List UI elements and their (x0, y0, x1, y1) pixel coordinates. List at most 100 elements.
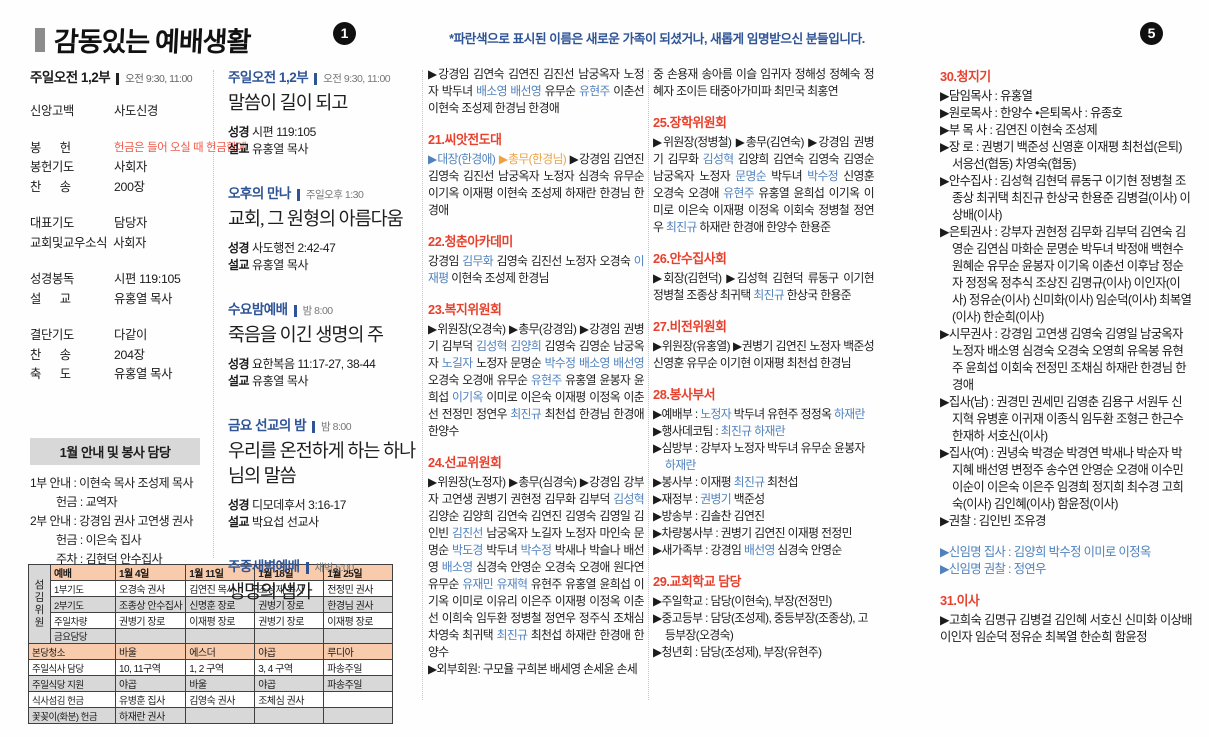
table-row: 꽃꽂이(화분) 헌금 하재란 권사 (28, 707, 394, 724)
page-title: 감동있는 예배생활 (53, 27, 252, 57)
table-row: 주일차량 권병기 장로 이재평 장로 권병기 장로 이재평 장로 (29, 612, 394, 629)
section-26-title: 26.안수집사회 (653, 251, 727, 266)
guide-title: 1월 안내 및 봉사 담당 (30, 438, 200, 465)
section-22-body: 강경임 김무화 김영숙 김진선 노정자 오경숙 이재평 이현숙 조성제 한경님 (428, 254, 645, 285)
section-24-external-members: ▶외부회원: 구모율 구희본 배세영 손세윤 손세 (428, 662, 638, 676)
service-weekday-dawn: 주중새벽예배 새벽 5:00 생명의 샘가 (228, 555, 420, 606)
service-wednesday-night: 수요밤예배 밤 8:00 죽음을 이긴 생명의 주 성경 요한복음 11:17-2… (228, 298, 420, 390)
order-row: 설 교 유홍열 목사 (30, 291, 173, 306)
preacher-line: 설교 유홍열 목사 (228, 374, 309, 388)
service-name: 주일오전 1,2부 (228, 70, 309, 85)
scripture-line: 성경 사도행전 2:42-47 (228, 241, 336, 255)
section-31-title: 31.이사 (940, 593, 980, 608)
column-divider (213, 70, 214, 558)
order-row: 성경봉독 시편 119:105 (30, 272, 181, 286)
section-29-title: 29.교회학교 담당 (653, 574, 741, 589)
section-23-body: ▶위원장(오경숙) ▶총무(강경임) ▶강경임 권병기 김부덕 김성혁 김양희 … (428, 322, 645, 438)
scripture-line: 성경 디모데후서 3:16-17 (228, 498, 347, 512)
steward-ordained-deacons: ▶안수집사 : 김성혁 김현덕 류동구 이기현 정병철 조종상 최귀택 최진규 … (940, 174, 1191, 222)
service-friday-mission-night: 금요 선교의 밤 밤 8:00 우리를 온전하게 하는 하나님의 말씀 성경 디모… (228, 414, 420, 531)
order-row: 결단기도 다같이 (30, 328, 148, 342)
table-row: 2부기도 조종상 안수집사 신명훈 장로 권병기 장로 한경님 권사 (29, 596, 394, 613)
section-21-body: ▶대장(한경애) ▶총무(한경님) ▶강경임 김연진 김영숙 김진선 남궁옥자 … (428, 152, 645, 217)
service-time: 밤 8:00 (312, 421, 352, 433)
section-24-body: ▶위원장(노정자) ▶총무(심경숙) ▶강경임 강부자 고연생 권병기 권현정 … (428, 475, 645, 659)
serving-committee-table: 섬김위원 예배 1월 4일 1월 11일 1월 18일 1월 25일 1부기도 … (28, 564, 394, 724)
order-group: 봉 헌 헌금은 들어 오실 때 헌금함에 봉헌기도 사회자 찬 송 200장 (30, 139, 247, 198)
order-row: 대표기도 담당자 (30, 216, 148, 230)
offering-note: 헌금은 들어 오실 때 헌금함에 (114, 141, 247, 154)
section-27-body: ▶위원장(유홍열) ▶권병기 김연진 노정자 백준성 신영훈 유무순 이기현 이… (653, 339, 875, 370)
roster-column-3: ▶강경임 김연숙 김연진 김진선 남궁옥자 노정자 박두녀 배소영 배선영 유무… (428, 66, 645, 678)
service-time: 오전 9:30, 11:00 (314, 73, 391, 85)
order-header: 주일오전 1,2부 오전 9:30, 11:00 (30, 66, 212, 86)
dept-vehicle: ▶차량봉사부 : 권병기 김연진 이재평 전정민 (653, 526, 852, 540)
table-row: 주일식사 담당 10, 11구역 1, 2 구역 3, 4 구역 파송주일 (28, 659, 394, 676)
column-divider (648, 70, 649, 700)
service-name: 주중새벽예배 (228, 559, 300, 574)
preacher-line: 설교 박요섭 선교사 (228, 515, 319, 529)
order-time: 오전 9:30, 11:00 (116, 73, 193, 85)
steward-elders: ▶장 로 : 권병기 백준성 신영훈 이재평 최천섭(은퇴) 서응선(협동) 차… (940, 140, 1183, 171)
sermon-title: 교회, 그 원형의 아름다움 (228, 210, 404, 230)
services-column: 주일오전 1,2부 오전 9:30, 11:00 말씀이 길이 되고 성경 시편 … (228, 66, 420, 630)
table-row: 식사섬김 헌금 유병훈 집사 김영숙 권사 조체심 권사 (28, 691, 394, 708)
order-group: 결단기도 다같이 찬 송 204장 축 도 유홍열 목사 (30, 326, 212, 385)
dept-worship: ▶예배부 : 노정자 박두녀 유현주 정정옥 하재란 (653, 407, 865, 421)
column-divider (422, 70, 423, 700)
section-31-body: ▶고희숙 김명규 김병걸 김인혜 서호신 신미화 이상배 이인자 임순덕 정유순… (940, 613, 1193, 644)
scripture-line: 성경 시편 119:105 (228, 125, 316, 139)
section-21-title: 21.씨앗전도대 (428, 132, 502, 147)
service-name: 오후의 만나 (228, 186, 291, 201)
dept-broadcast: ▶방송부 : 김솔찬 김연진 (653, 509, 765, 523)
dept-visitation: ▶심방부 : 강부자 노정자 박두녀 유무순 윤봉자 하재란 (653, 441, 865, 472)
table-row: 주일식당 지원 야곱 바울 야곱 파송주일 (28, 675, 394, 692)
order-row: 찬 송 200장 (30, 179, 145, 194)
guide-line: 헌금 : 이은숙 집사 (56, 533, 142, 547)
title-bar-decoration (35, 27, 45, 52)
dept-service: ▶봉사부 : 이재평 최진규 최천섭 (653, 475, 799, 489)
page-number-badge-left: 1 (333, 22, 356, 45)
guide-line: 주차 : 김현덕 안수집사 (56, 552, 163, 566)
table-row: 본당청소 바울 에스더 야곱 루디아 (28, 643, 394, 660)
sermon-title: 말씀이 길이 되고 (228, 94, 348, 114)
order-of-worship: 주일오전 1,2부 오전 9:30, 11:00 신앙고백 사도신경 봉 헌 헌금은 … (30, 66, 247, 402)
roster-continuation: ▶강경임 김연숙 김연진 김진선 남궁옥자 노정자 박두녀 배소영 배선영 유무… (428, 67, 645, 115)
section-23-title: 23.복지위원회 (428, 302, 502, 317)
church-school-sunday: ▶주일학교 : 담당(이현숙), 부장(전정민) (653, 594, 832, 608)
steward-deacons-female: ▶집사(여) : 권녕숙 박경순 박경연 박새나 박순자 박지혜 배선영 변정주… (940, 446, 1184, 511)
section-27-title: 27.비전위원회 (653, 319, 727, 334)
steward-senior-pastor: ▶담임목사 : 유홍열 (940, 89, 1033, 103)
service-afternoon: 오후의 만나 주일오후 1:30 교회, 그 원형의 아름다움 성경 사도행전 2… (228, 182, 420, 274)
page-number-badge-right: 5 (1140, 22, 1163, 45)
order-group: 대표기도 담당자 교회및교우소식 사회자 (30, 214, 212, 253)
newly-appointed-deacons: ▶신임명 집사 : 김양희 박수정 이미로 이정옥 (940, 545, 1151, 559)
order-row: 교회및교우소식 사회자 (30, 235, 147, 250)
dept-event-deco: ▶행사데코팀 : 최진규 하재란 (653, 424, 786, 438)
order-title: 주일오전 1,2부 (30, 70, 111, 85)
section-24-title: 24.선교위원회 (428, 455, 502, 470)
steward-retired-kwonsa: ▶은퇴권사 : 강부자 권현정 김무화 김부덕 김연숙 김영순 김연심 마화순 … (940, 225, 1192, 324)
section-22-title: 22.청춘아카데미 (428, 234, 513, 249)
section-26-body: ▶회장(김현덕) ▶김성혁 김현덕 류동구 이기현 정병철 조종상 최귀택 최진… (653, 271, 875, 302)
service-time: 새벽 5:00 (305, 562, 354, 574)
order-row: 봉 헌 헌금은 들어 오실 때 헌금함에 (30, 139, 247, 159)
newly-appointed-kwonchal: ▶신임명 권찰 : 정연우 (940, 562, 1046, 576)
new-member-notice: *파란색으로 표시된 이름은 새로운 가족이 되셨거나, 새롭게 임명받으신 분… (449, 32, 865, 46)
section-28-title: 28.봉사부서 (653, 387, 716, 402)
guide-line: 1부 안내 : 이현숙 목사 조성제 목사 (30, 476, 194, 490)
steward-pastor-emeritus: ▶원로목사 : 한양수 •은퇴목사 : 유종호 (940, 106, 1123, 120)
spacer (940, 530, 1192, 544)
church-school-youth: ▶중고등부 : 담당(조성제), 중등부장(조종상), 고등부장(오경숙) (653, 611, 868, 642)
section-30-title: 30.청지기 (940, 69, 991, 84)
steward-kwonchal: ▶권찰 : 김인빈 조유경 (940, 514, 1046, 528)
section-25-body: ▶위원장(정병철) ▶총무(김연숙) ▶강경임 권병기 김무화 김성혁 김양희 … (653, 135, 875, 234)
sermon-title: 우리를 온전하게 하는 하나님의 말씀 (228, 442, 416, 487)
order-row: 봉헌기도 사회자 (30, 160, 148, 174)
steward-deacons-male: ▶집사(남) : 권경민 권세민 김영춘 김용구 서원두 신지혁 유병훈 이귀재… (940, 395, 1184, 443)
service-name: 수요밤예배 (228, 302, 288, 317)
roster-column-4: 중 손용재 송아름 이슬 임귀자 정해성 정혜숙 정혜자 조이든 태중아가미파 … (653, 66, 875, 661)
dept-newcomers: ▶새가족부 : 강경임 배선영 심경숙 안영순 (653, 543, 842, 557)
order-group: 신앙고백 사도신경 (30, 102, 212, 122)
